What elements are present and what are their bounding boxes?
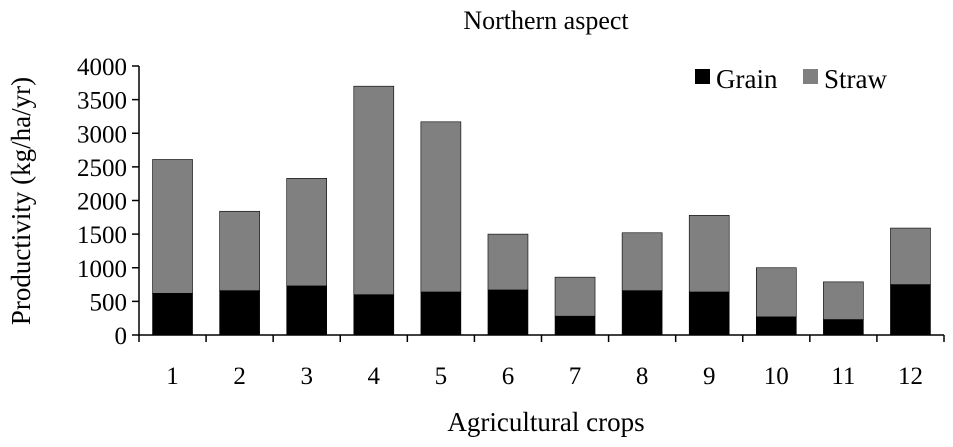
bar-grain-5	[420, 291, 462, 336]
bar-straw-12	[890, 227, 931, 285]
bar-grain-3	[286, 285, 328, 336]
y-tick-label: 0	[115, 323, 128, 350]
bar-grain-10	[755, 316, 797, 336]
x-axis-ticks: 1 2 3 4 5 6 7 8 9 10 11 12	[138, 335, 945, 390]
x-tick-label: 11	[831, 363, 855, 390]
bar-grain-2	[219, 290, 260, 336]
y-tick-label: 1000	[77, 256, 127, 283]
bar-straw-11	[823, 281, 864, 320]
legend-swatch-grain	[695, 69, 710, 84]
x-tick-label: 7	[569, 363, 582, 390]
bar-grain-1	[152, 293, 193, 336]
bars	[152, 85, 931, 336]
x-tick-label: 2	[233, 363, 246, 390]
bar-straw-10	[755, 267, 797, 318]
y-axis-title: Productivity (kg/ha/yr)	[6, 77, 36, 325]
x-tick-label: 6	[502, 363, 515, 390]
x-tick-label: 8	[636, 363, 649, 390]
bar-straw-9	[688, 214, 730, 293]
y-tick-label: 2500	[77, 155, 127, 182]
x-tick-label: 9	[703, 363, 716, 390]
y-tick-label: 1500	[77, 222, 127, 249]
legend-label-straw: Straw	[824, 64, 887, 94]
x-tick-label: 5	[435, 363, 448, 390]
legend-swatch-straw	[803, 69, 818, 84]
y-tick-label: 2000	[77, 189, 127, 216]
bar-grain-7	[554, 315, 596, 336]
bar-grain-8	[621, 290, 663, 336]
bar-straw-4	[353, 85, 395, 295]
bar-grain-4	[353, 294, 395, 336]
bar-straw-2	[219, 210, 260, 291]
legend: Grain Straw	[695, 64, 887, 94]
bar-grain-11	[823, 319, 864, 336]
y-tick-label: 4000	[77, 54, 127, 81]
x-axis-title: Agricultural crops	[447, 407, 644, 437]
x-tick-label: 10	[764, 363, 789, 390]
y-tick-label: 3000	[77, 121, 127, 148]
x-tick-label: 4	[368, 363, 381, 390]
bar-straw-6	[487, 233, 529, 291]
bar-straw-3	[286, 178, 328, 287]
x-tick-label: 12	[898, 363, 923, 390]
legend-label-grain: Grain	[716, 64, 778, 94]
bar-grain-6	[487, 289, 529, 336]
y-tick-label: 3500	[77, 88, 127, 115]
y-axis-ticks: 0 500 1000 1500 2000 2500 3000 3500 4000	[77, 54, 139, 350]
x-tick-label: 3	[300, 363, 313, 390]
bar-straw-7	[554, 276, 596, 317]
bar-straw-8	[621, 232, 663, 291]
bar-straw-1	[152, 159, 193, 294]
bar-grain-9	[688, 291, 730, 336]
bar-straw-5	[420, 121, 462, 293]
y-tick-label: 500	[90, 289, 128, 316]
bar-grain-12	[890, 284, 931, 336]
chart-title: Northern aspect	[463, 6, 629, 35]
x-tick-label: 1	[166, 363, 179, 390]
